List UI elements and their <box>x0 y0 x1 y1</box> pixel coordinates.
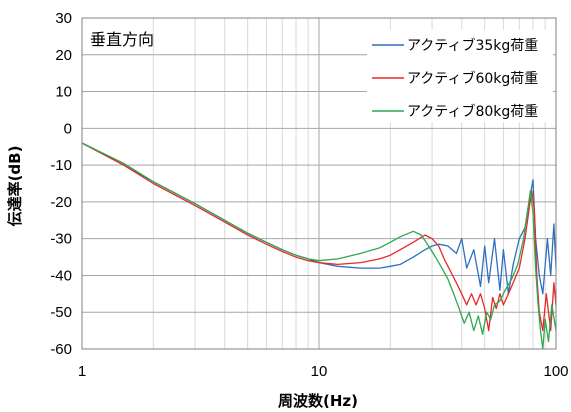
y-tick-label: 0 <box>64 120 72 137</box>
y-tick-label: 30 <box>55 10 72 27</box>
y-tick-label: -40 <box>50 267 72 284</box>
x-axis-title: 周波数(Hz) <box>278 392 358 410</box>
x-tick-label: 100 <box>543 363 568 380</box>
y-tick-label: -10 <box>50 157 72 174</box>
x-tick-label: 1 <box>78 363 86 380</box>
legend-label-1: アクティブ35kg荷重 <box>407 37 538 54</box>
x-tick-labels: 1 10 100 <box>78 363 569 380</box>
annotation-vertical-direction: 垂直方向 <box>90 30 154 49</box>
y-tick-labels: 30 20 10 0 -10 -20 -30 -40 -50 -60 <box>50 10 72 358</box>
y-tick-label: -20 <box>50 194 72 211</box>
y-tick-label: -50 <box>50 304 72 321</box>
y-tick-label: -30 <box>50 231 72 248</box>
y-tick-label: -60 <box>50 341 72 358</box>
y-tick-label: 20 <box>55 47 72 64</box>
legend-label-3: アクティブ80kg荷重 <box>407 103 538 120</box>
y-axis-title: 伝達率(dB) <box>6 146 24 227</box>
y-tick-label: 10 <box>55 84 72 101</box>
x-tick-label: 10 <box>311 363 328 380</box>
legend-label-2: アクティブ60kg荷重 <box>407 70 538 87</box>
